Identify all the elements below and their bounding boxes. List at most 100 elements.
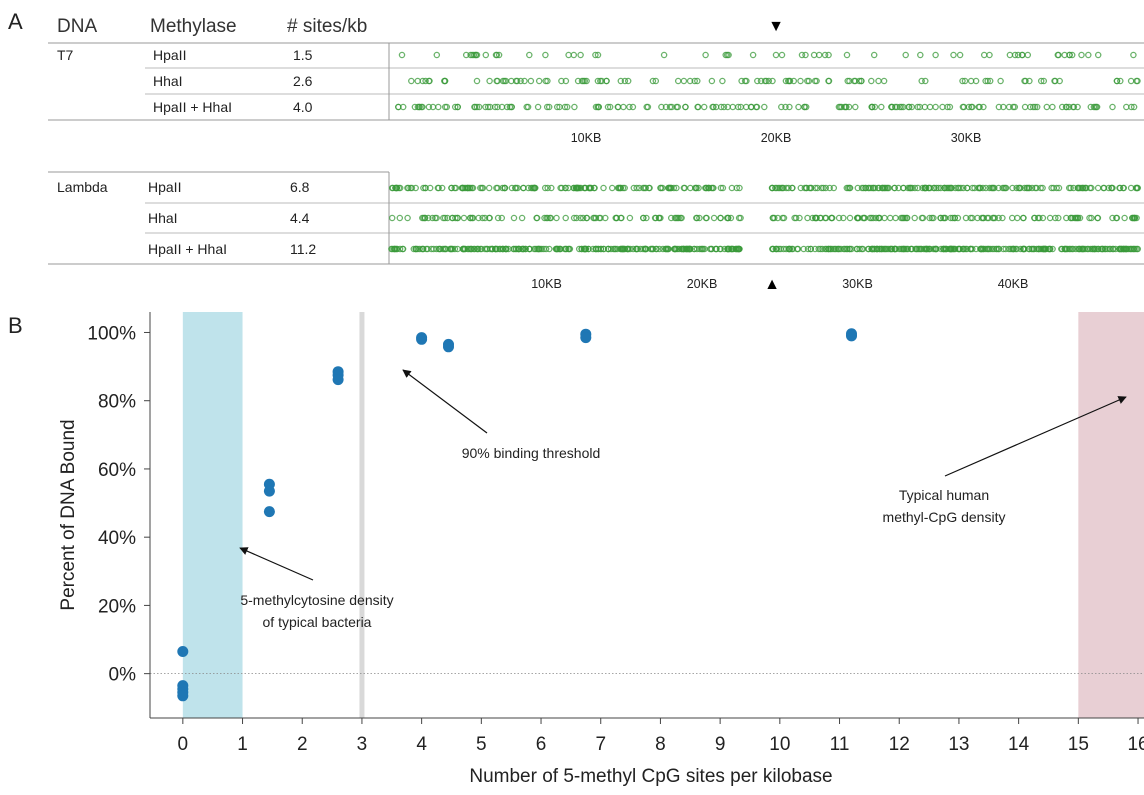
human-arrow bbox=[944, 396, 1127, 477]
site-marker bbox=[1094, 51, 1102, 59]
kb-tick-label: 10KB bbox=[531, 277, 562, 291]
site-marker bbox=[433, 51, 441, 59]
x-tick-label: 15 bbox=[1068, 734, 1089, 755]
site-marker bbox=[872, 214, 880, 222]
site-marker bbox=[1122, 245, 1129, 253]
site-marker bbox=[804, 245, 812, 253]
site-marker bbox=[796, 214, 803, 222]
site-marker bbox=[479, 214, 486, 222]
site-marker bbox=[474, 245, 481, 253]
t7-kb-axis: 10KB 20KB 30KB bbox=[571, 131, 982, 145]
site-marker bbox=[786, 103, 793, 111]
bacteria-label-line2: of typical bacteria bbox=[263, 614, 372, 630]
site-marker bbox=[694, 77, 701, 85]
lambda-table: Lambda HpaII HhaI HpaII + HhaI 6.8 4.4 1… bbox=[48, 171, 1144, 293]
site-marker bbox=[544, 184, 551, 192]
site-marker bbox=[472, 51, 479, 59]
site-marker bbox=[944, 184, 952, 192]
site-marker bbox=[1013, 245, 1021, 253]
site-marker bbox=[416, 245, 423, 253]
site-marker bbox=[804, 77, 811, 85]
site-marker bbox=[556, 103, 563, 111]
x-tick-label: 11 bbox=[830, 734, 850, 755]
site-marker bbox=[674, 245, 681, 253]
site-marker bbox=[486, 103, 494, 111]
site-marker bbox=[649, 77, 657, 85]
site-marker bbox=[914, 103, 921, 111]
t7-row2-methylase: HhaI bbox=[153, 73, 183, 89]
site-marker bbox=[1021, 103, 1029, 111]
site-marker bbox=[811, 77, 819, 85]
site-marker bbox=[652, 77, 660, 85]
site-marker bbox=[393, 245, 401, 253]
site-marker bbox=[1079, 184, 1087, 192]
site-marker bbox=[793, 245, 801, 253]
site-marker bbox=[1039, 214, 1047, 222]
site-marker bbox=[789, 245, 797, 253]
site-marker bbox=[578, 77, 586, 85]
site-marker bbox=[449, 214, 456, 222]
site-marker bbox=[719, 77, 726, 85]
site-marker bbox=[950, 51, 957, 59]
lambda-row2-sites: 4.4 bbox=[290, 210, 310, 226]
t7-position-marker: ▼ bbox=[768, 18, 784, 35]
y-tick-label: 40% bbox=[98, 528, 136, 549]
site-marker bbox=[571, 103, 578, 111]
site-marker bbox=[1130, 103, 1138, 111]
site-marker bbox=[717, 214, 724, 222]
site-marker bbox=[606, 103, 614, 111]
x-tick-label: 8 bbox=[655, 734, 666, 755]
site-marker bbox=[907, 245, 915, 253]
site-marker bbox=[558, 77, 565, 85]
site-marker bbox=[702, 51, 709, 59]
site-marker bbox=[521, 77, 528, 85]
site-marker bbox=[1009, 103, 1017, 111]
site-marker bbox=[553, 245, 561, 253]
y-tick-label: 80% bbox=[98, 392, 136, 413]
kb-tick-label: 10KB bbox=[571, 131, 602, 145]
site-marker bbox=[1017, 245, 1024, 253]
y-axis-title: Percent of DNA Bound bbox=[58, 419, 79, 610]
site-marker bbox=[1110, 245, 1117, 253]
site-marker bbox=[527, 77, 535, 85]
site-marker bbox=[858, 77, 865, 85]
site-marker bbox=[422, 184, 429, 192]
data-point bbox=[263, 506, 275, 518]
site-marker bbox=[426, 77, 433, 85]
site-marker bbox=[506, 103, 514, 111]
site-marker bbox=[529, 184, 536, 192]
site-marker bbox=[947, 214, 954, 222]
site-marker bbox=[494, 103, 501, 111]
t7-row3-methylase: HpaII + HhaI bbox=[153, 99, 232, 115]
site-marker bbox=[430, 245, 437, 253]
site-marker bbox=[871, 103, 879, 111]
site-marker bbox=[961, 77, 969, 85]
site-marker bbox=[603, 77, 610, 85]
site-marker bbox=[916, 103, 924, 111]
site-marker bbox=[1051, 77, 1058, 85]
site-marker bbox=[868, 77, 875, 85]
site-marker bbox=[828, 214, 836, 222]
site-marker bbox=[415, 103, 423, 111]
site-marker bbox=[1066, 51, 1073, 59]
site-marker bbox=[405, 184, 412, 192]
lambda-row3-sites: 11.2 bbox=[290, 241, 316, 257]
site-marker bbox=[705, 184, 712, 192]
site-marker bbox=[1036, 214, 1043, 222]
site-marker bbox=[579, 214, 587, 222]
site-marker bbox=[624, 77, 632, 85]
site-marker bbox=[1033, 184, 1040, 192]
site-marker bbox=[992, 245, 1000, 253]
kb-tick-label: 30KB bbox=[951, 131, 982, 145]
site-marker bbox=[884, 245, 892, 253]
site-marker bbox=[769, 77, 776, 85]
data-point bbox=[263, 485, 275, 497]
site-marker bbox=[1127, 77, 1135, 85]
site-marker bbox=[826, 184, 833, 192]
site-marker bbox=[663, 245, 670, 253]
site-marker bbox=[471, 245, 478, 253]
data-point bbox=[443, 341, 454, 353]
site-marker bbox=[933, 184, 940, 192]
site-marker bbox=[468, 214, 476, 222]
